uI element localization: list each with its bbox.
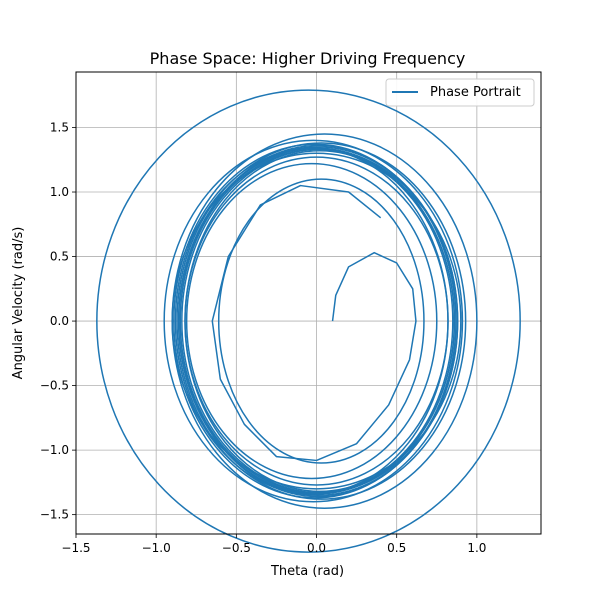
y-tick-label: 1.5 [50, 120, 69, 134]
legend-label: Phase Portrait [430, 85, 521, 100]
series-loop [217, 178, 425, 464]
y-tick-label: −1.0 [40, 443, 69, 457]
y-tick-label: 1.0 [50, 185, 69, 199]
x-tick-label: 0.0 [307, 541, 326, 555]
series-loop [171, 152, 462, 490]
series-loop [173, 143, 457, 499]
legend-box [385, 78, 535, 107]
series-loop [163, 139, 464, 503]
series-loop [96, 89, 521, 553]
chart-title: Phase Space: Higher Driving Frequency [150, 49, 466, 68]
series-loop [181, 148, 459, 494]
legend: Phase Portrait [385, 78, 535, 107]
series-loop [176, 142, 467, 500]
series-loop [174, 147, 449, 495]
y-tick-label: −1.5 [40, 508, 69, 522]
x-tick-label: −1.0 [142, 541, 171, 555]
series-loop [185, 162, 438, 480]
x-axis-label: Theta (rad) [270, 564, 344, 579]
y-tick-label: 0.5 [50, 250, 69, 264]
ticks: −1.5 −1.0 −0.5 0.0 0.5 1.0 −1.5 −1.0 −0.5 0.0 0.5 1… [40, 120, 487, 555]
x-tick-label: 0.5 [387, 541, 406, 555]
y-axis-label: Angular Velocity (rad/s) [11, 227, 26, 380]
series-layer [96, 89, 521, 553]
x-tick-label: −0.5 [222, 541, 251, 555]
x-tick-label: −1.5 [61, 541, 90, 555]
grid [75, 72, 541, 534]
plot-frame [75, 71, 542, 535]
y-tick-label: 0.0 [50, 314, 69, 328]
y-tick-label: −0.5 [40, 379, 69, 393]
x-tick-label: 1.0 [467, 541, 486, 555]
